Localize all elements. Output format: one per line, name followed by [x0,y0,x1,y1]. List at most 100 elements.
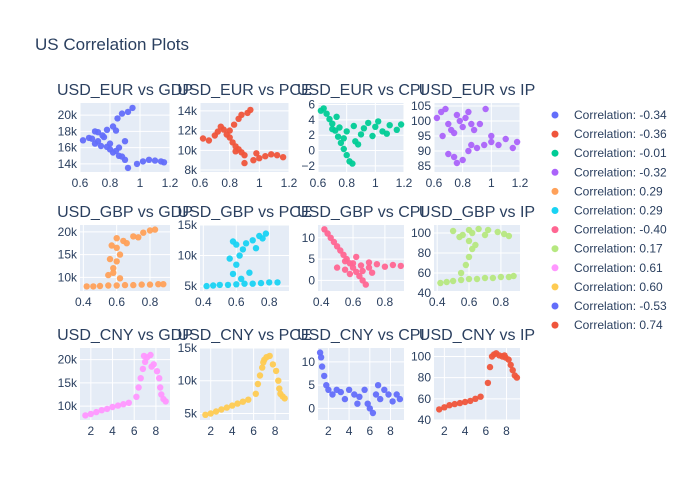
data-point [229,238,237,245]
y-tick-label: 0 [308,401,315,415]
data-point [114,115,121,122]
data-point [462,114,469,122]
data-point [146,281,154,288]
data-point [121,138,129,145]
data-point [230,121,238,128]
legend-marker [551,264,559,272]
data-point [256,372,264,379]
data-point [396,395,404,403]
y-tick-label: 18k [58,124,78,138]
data-point [98,407,105,414]
legend-item[interactable]: Correlation: -0.01 [551,146,668,160]
data-point [90,283,97,290]
y-tick-label: 15k [178,218,198,232]
data-point [272,367,280,375]
legend-label: Correlation: -0.32 [574,165,667,179]
data-point [87,410,95,418]
y-tick-label: 20k [58,353,78,367]
data-point [274,279,281,286]
y-tick-label: 100 [411,226,431,240]
figure-title: US Correlation Plots [35,35,189,54]
x-tick-label: 1.2 [162,176,179,190]
x-tick-label: 0.8 [221,176,238,190]
legend-item[interactable]: Correlation: -0.32 [551,165,668,179]
subplot-title: USD_GBP vs GDP [57,204,193,221]
data-point [116,251,124,258]
x-tick-label: 0.6 [426,176,443,190]
data-point [259,235,266,242]
data-point [82,412,89,419]
data-point [497,273,505,281]
data-point [365,259,373,266]
data-point [470,126,478,134]
legend-item[interactable]: Correlation: 0.74 [551,318,664,332]
x-tick-label: 4 [109,424,116,438]
x-tick-label: 8 [387,424,394,438]
data-point [385,391,392,398]
legend-marker [551,187,559,195]
data-point [495,141,502,149]
data-point [473,144,481,152]
subplot-title: USD_CNY vs IP [419,327,535,344]
x-tick-label: 8 [503,424,510,438]
y-tick-label: 15k [58,376,78,390]
data-point [442,105,449,113]
legend-item[interactable]: Correlation: 0.29 [551,184,664,198]
data-point [393,391,400,398]
data-point [214,128,221,135]
data-point [218,406,225,413]
data-point [320,105,327,112]
data-point [139,158,147,165]
data-point [369,132,376,140]
data-point [459,123,466,131]
data-point [368,269,376,276]
data-point [106,140,114,147]
legend-item[interactable]: Correlation: -0.34 [551,108,668,122]
data-point [133,393,140,400]
data-point [275,377,282,384]
data-point [469,229,476,237]
x-tick-label: 1.2 [512,176,529,190]
legend-item[interactable]: Correlation: -0.53 [551,299,668,313]
y-tick-label: 12k [178,124,198,138]
legend-label: Correlation: -0.40 [574,223,667,237]
legend-item[interactable]: Correlation: -0.40 [551,223,668,237]
y-tick-label: 16k [58,141,78,155]
plot-area [80,225,170,291]
data-point [468,120,475,128]
data-point [362,281,369,288]
data-point [205,137,213,144]
data-point [436,406,443,413]
data-point [345,386,353,393]
data-point [124,108,132,116]
legend-label: Correlation: 0.74 [574,318,663,332]
data-point [233,261,240,268]
y-tick-label: 6 [308,98,315,112]
data-point [113,282,120,289]
data-point [437,279,444,287]
plot-area [200,225,289,291]
data-point [113,244,120,251]
y-tick-label: 20k [58,225,78,239]
y-tick-label: 60 [418,266,432,280]
legend-item[interactable]: Correlation: -0.36 [551,127,668,141]
plot-area [80,348,170,420]
x-tick-label: 0.6 [192,176,209,190]
legend-item[interactable]: Correlation: 0.60 [551,280,664,294]
data-point [113,258,120,265]
legend-item[interactable]: Correlation: 0.17 [551,242,664,256]
subplot: 0.4 0.6 0.8 0 5 10 USD_GBP vs CPI [297,204,425,309]
legend-marker [551,226,559,234]
data-point [236,252,243,259]
data-point [118,110,126,117]
x-tick-label: 0.6 [228,295,245,309]
legend-item[interactable]: Correlation: 0.61 [551,261,664,275]
data-point [262,153,269,160]
legend[interactable]: Correlation: -0.34 Correlation: -0.36 Corr… [551,108,668,332]
x-tick-label: 0.6 [345,295,362,309]
data-point [481,231,489,239]
x-tick-label: 0.6 [108,295,125,309]
x-tick-label: 1 [137,176,144,190]
legend-item[interactable]: Correlation: 0.29 [551,204,664,218]
